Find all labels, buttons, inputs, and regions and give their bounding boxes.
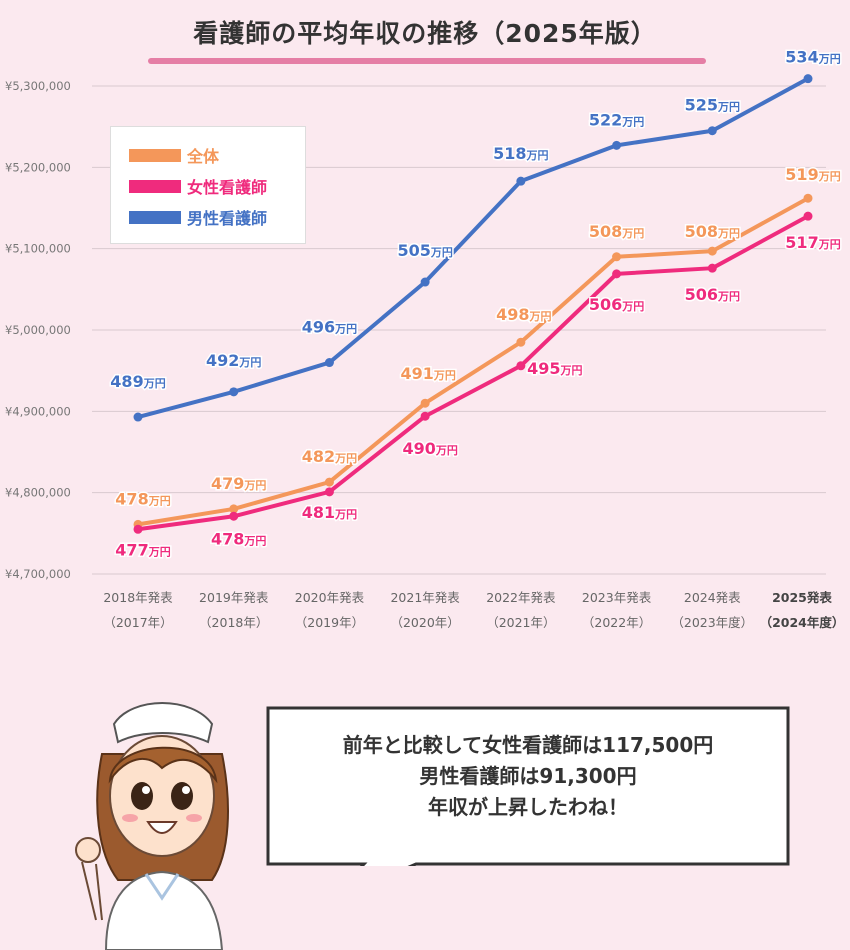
series-line-male [137,76,809,419]
data-point-male [612,140,622,150]
line-chart: ¥4,700,000 ¥4,800,000 ¥4,900,000 ¥5,000,000… [5,46,844,630]
data-point-total [229,504,239,514]
data-label-total: 519万円 [785,165,840,184]
nurse-illustration [75,702,229,950]
y-axis-ticks: ¥4,700,000 ¥4,800,000 ¥4,900,000 ¥5,000,000… [5,79,71,581]
data-label-male: 492万円 [206,351,261,370]
speech-line-1: 前年と比較して女性看護師は117,500円 [342,733,714,757]
y-tick-label: ¥4,800,000 [5,486,71,500]
speech-text: 前年と比較して女性看護師は117,500円 男性看護師は91,300円 年収が上… [266,730,790,823]
x-tick-label: 2020年発表 [295,590,365,605]
series-line-total [137,196,809,527]
data-point-female [133,524,143,534]
data-point-male [803,74,813,84]
data-point-female [516,361,526,371]
data-label-male: 496万円 [302,318,357,337]
speech-line-2: 男性看護師は91,300円 [419,764,637,788]
data-label-total: 508万円 [589,222,644,241]
chart-title: 看護師の平均年収の推移（2025年版） [193,19,657,48]
data-label-total: 508万円 [685,222,740,241]
data-point-total [420,398,430,408]
data-point-male [516,176,526,186]
data-label-female: 490万円 [402,439,457,458]
x-tick-label: （2023年度） [671,615,753,630]
data-label-total: 498万円 [496,305,551,324]
data-label-male: 525万円 [685,96,740,115]
data-point-female [803,211,813,221]
x-tick-label: 2024発表 [684,590,741,605]
speech-line-3: 年収が上昇したわね！ [428,795,628,819]
x-tick-label: 2018年発表 [103,590,173,605]
speech-bubble [266,706,790,866]
x-tick-label: （2019年） [295,615,364,630]
legend-item-total: 全体 [129,143,219,167]
x-tick-label: （2020年） [390,615,459,630]
data-point-total [612,252,622,262]
data-point-female [612,269,622,279]
title-underline [148,58,706,64]
x-tick-label: （2017年） [103,615,172,630]
data-label-female: 481万円 [302,503,357,522]
data-point-male [324,358,334,368]
legend-swatch-total [129,148,181,162]
data-point-male [707,126,717,136]
x-tick-label: 2022年発表 [486,590,556,605]
y-tick-label: ¥5,100,000 [5,242,71,256]
x-tick-label: 2023年発表 [582,590,652,605]
data-label-male: 534万円 [785,48,840,67]
data-label-female: 478万円 [211,529,266,548]
data-label-male: 489万円 [110,372,165,391]
x-tick-label: 2021年発表 [390,590,460,605]
y-tick-label: ¥4,700,000 [5,567,71,581]
data-label-female: 477万円 [115,540,170,559]
x-tick-label: 2019年発表 [199,590,269,605]
legend-label-female: 女性看護師 [187,178,268,197]
y-tick-label: ¥4,900,000 [5,404,71,418]
legend-item-male: 男性看護師 [129,205,267,229]
legend: 全体 女性看護師 男性看護師 [110,126,306,244]
y-tick-label: ¥5,300,000 [5,79,71,93]
x-tick-label: （2022年） [582,615,651,630]
data-label-total: 482万円 [302,447,357,466]
series-line-female [137,214,809,532]
data-point-male [133,412,143,422]
data-label-female: 506万円 [685,285,740,304]
legend-label-male: 男性看護師 [187,209,268,228]
x-axis-ticks: 2018年発表 （2017年） 2019年発表 （2018年） 2020年発表 （2019… [103,590,844,630]
data-label-male: 522万円 [589,110,644,129]
legend-item-female: 女性看護師 [129,174,267,198]
data-point-female [420,411,430,421]
data-point-female [324,487,334,497]
data-label-female: 495万円 [527,359,582,378]
data-point-total [707,246,717,256]
x-tick-label: （2024年度） [760,615,845,630]
data-label-female: 517万円 [785,233,840,252]
y-tick-label: ¥5,200,000 [5,160,71,174]
data-point-male [420,277,430,287]
data-label-female: 506万円 [589,295,644,314]
legend-swatch-male [129,210,181,224]
data-point-total [803,193,813,203]
series-lines [137,76,809,532]
legend-swatch-female [129,179,181,193]
data-label-total: 479万円 [211,474,266,493]
legend-label-total: 全体 [187,147,220,166]
series-points [133,74,813,534]
x-tick-label: 2025発表 [772,590,832,605]
x-tick-label: （2018年） [199,615,268,630]
data-point-female [707,263,717,273]
data-label-total: 491万円 [400,364,455,383]
data-point-female [229,511,239,521]
data-point-total [324,477,334,487]
data-label-total: 478万円 [115,489,170,508]
data-label-male: 505万円 [397,241,452,260]
data-label-male: 518万円 [493,144,548,163]
data-point-male [229,387,239,397]
data-point-total [516,337,526,347]
data-labels: 489万円 492万円 496万円 505万円 518万円 522万円 525万円 534万円… [109,46,842,561]
y-tick-label: ¥5,000,000 [5,323,71,337]
x-tick-label: （2021年） [486,615,555,630]
